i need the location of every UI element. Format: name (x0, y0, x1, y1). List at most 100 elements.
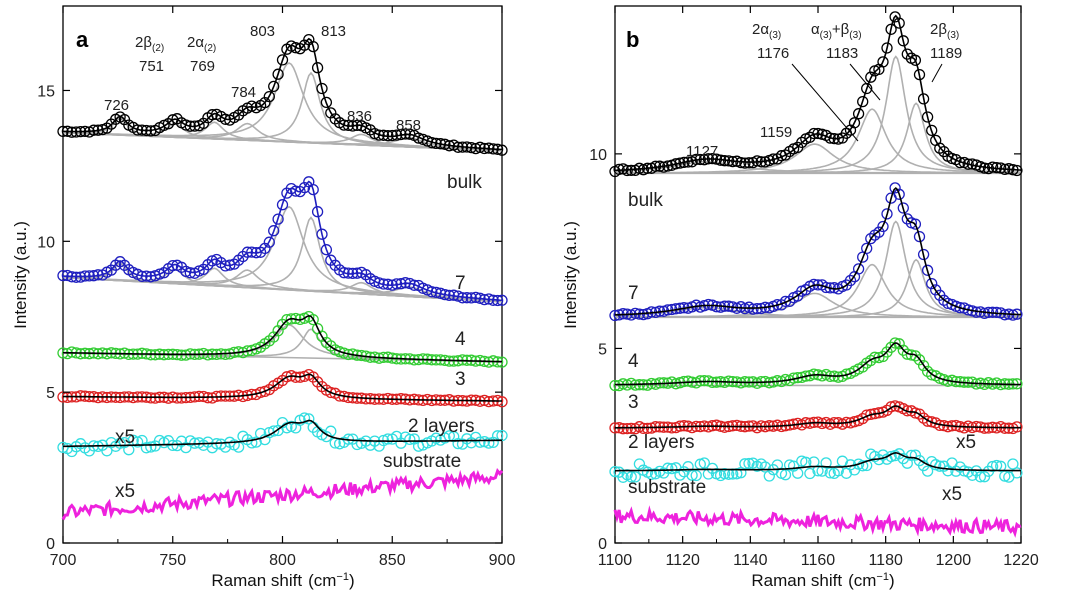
data-point-3 (641, 422, 654, 435)
data-point-bulk (885, 23, 897, 35)
fit-curve-4 (63, 314, 503, 363)
data-point-4 (913, 354, 926, 366)
data-point-2-layers (298, 412, 311, 424)
panel-letter-a: a (76, 27, 89, 52)
data-point-2-layers (718, 467, 731, 480)
panel-a-data (57, 33, 508, 521)
data-point-2-layers (452, 437, 464, 450)
peak-label-769: 769 (190, 58, 215, 75)
data-point-2-layers (666, 462, 678, 475)
data-point-4 (609, 379, 621, 392)
data-point-2-layers (633, 458, 646, 470)
peak-label-2beta3: 2β(3) (930, 21, 959, 41)
data-point-bulk (893, 17, 905, 29)
peak-label-803: 803 (250, 23, 275, 40)
fit-curve-7 (614, 187, 1021, 316)
panel-letter-b: b (626, 27, 639, 52)
peak-pointer-1176 (791, 63, 859, 142)
peak-pointer-1189 (931, 63, 943, 83)
data-point-7 (70, 271, 82, 283)
scale-label-x5-substrate-b: x5 (942, 484, 962, 505)
data-point-bulk (852, 108, 865, 120)
data-point-7 (272, 213, 284, 225)
data-point-7 (926, 277, 938, 290)
data-point-bulk (848, 117, 861, 129)
data-point-3 (496, 396, 508, 408)
data-point-7 (320, 244, 333, 256)
data-point-7 (61, 269, 74, 282)
trace-label-bulk-b: bulk (628, 190, 663, 211)
data-point-7 (873, 226, 885, 238)
trace-label-substrate-b: substrate (628, 477, 706, 498)
peak-pointer-1183 (849, 63, 881, 101)
data-point-7 (893, 188, 905, 200)
data-point-2-layers (629, 471, 641, 483)
peak-label-858: 858 (396, 117, 421, 134)
scale-label-x5-2layers-b: x5 (956, 432, 976, 453)
peak-label-1189: 1189 (930, 45, 962, 62)
panel-b-ticks: 1100 1120 1140 1160 1180 1200 1220 0 5 10 (589, 6, 1039, 569)
panel-b: 1100 1120 1140 1160 1180 1200 1220 0 5 10 b Inten… (561, 5, 1039, 590)
data-point-3 (913, 408, 926, 420)
data-point-bulk (865, 71, 877, 83)
scale-label-x5-2layers: x5 (115, 427, 135, 448)
data-point-2-layers (905, 449, 918, 462)
data-point-7 (377, 278, 390, 290)
data-point-7 (852, 263, 865, 275)
data-point-7 (901, 213, 913, 225)
data-point-2-layers (483, 437, 495, 449)
data-point-3 (921, 415, 934, 427)
data-point-4 (909, 350, 922, 362)
data-point-bulk (263, 90, 275, 103)
data-point-2-layers (690, 469, 702, 482)
data-point-2-layers (986, 460, 999, 473)
panel-b-component-fits (614, 55, 1022, 387)
data-point-bulk (796, 136, 808, 149)
trace-label-2-layers-b: 2 layers (628, 432, 695, 453)
peak-label-2alpha3: 2α(3) (752, 21, 781, 41)
x-tick-label: 900 (489, 552, 516, 569)
data-point-2-layers (662, 462, 674, 474)
panel-b-data (609, 11, 1023, 538)
data-point-7 (861, 242, 873, 255)
data-point-7 (921, 264, 934, 276)
trace-label-substrate: substrate (383, 451, 461, 472)
substrate-trace (61, 467, 504, 521)
peak-label-751: 751 (139, 58, 164, 75)
peak-label-813: 813 (321, 23, 346, 40)
data-point-3 (617, 423, 629, 435)
component-fit-curve (615, 55, 1021, 174)
panel-b-x-axis-title: Raman shift (cm−1) (751, 571, 894, 590)
data-point-bulk (901, 48, 913, 60)
data-point-3 (909, 407, 922, 419)
data-point-2-layers (832, 465, 844, 477)
data-point-bulk (316, 82, 328, 95)
data-point-4 (840, 368, 853, 380)
data-point-3 (74, 390, 87, 402)
data-point-7 (747, 303, 759, 315)
data-point-3 (731, 419, 743, 432)
data-point-2-layers (950, 465, 962, 477)
data-point-bulk (909, 54, 922, 66)
x-tick-label: 1180 (868, 552, 903, 569)
data-point-2-layers (625, 471, 637, 483)
data-point-2-layers (404, 433, 416, 446)
data-point-2-layers (474, 436, 486, 448)
data-point-3 (621, 422, 633, 435)
data-point-7 (909, 218, 922, 230)
data-point-3 (889, 400, 901, 412)
panel-a-ticks: 700 750 800 850 900 0 5 10 15 (37, 6, 515, 569)
data-point-bulk (268, 80, 280, 93)
peak-label-alpha3-plus-beta3: α(3)+β(3) (811, 21, 862, 41)
data-point-4 (307, 313, 319, 326)
data-point-2-layers (739, 458, 751, 470)
x-tick-label: 1220 (1003, 552, 1039, 569)
data-point-3 (162, 392, 175, 404)
data-point-7 (263, 236, 275, 248)
trace-label-7: 7 (455, 273, 466, 294)
data-point-bulk (674, 157, 686, 169)
data-point-2-layers (731, 468, 743, 480)
data-point-4 (338, 347, 350, 359)
data-point-3 (193, 390, 205, 403)
peak-label-2alpha2: 2α(2) (187, 34, 216, 54)
